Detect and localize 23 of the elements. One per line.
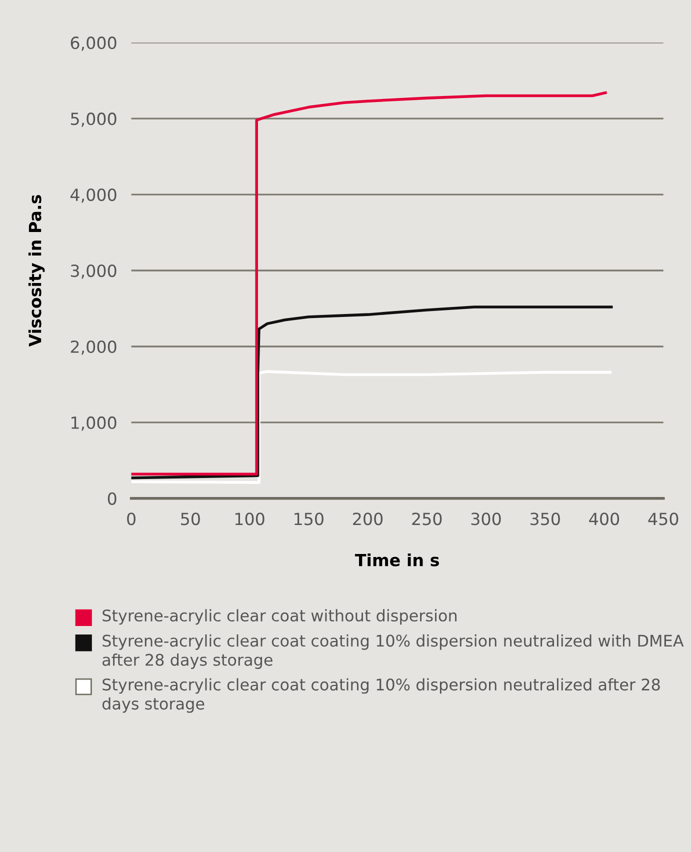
- x-tick-label: 400: [589, 512, 620, 526]
- x-tick-label: 250: [412, 512, 442, 526]
- y-axis-title: Viscosity in Pa.s: [28, 195, 45, 347]
- x-tick-label: 150: [294, 512, 324, 526]
- x-axis-title: Time in s: [354, 553, 439, 566]
- legend-label: Styrene-acrylic clear coat coating 10% dispersion neutralized with DMEA after 28 days storage: [102, 634, 684, 669]
- x-tick-label: 50: [181, 512, 200, 526]
- y-tick-label: 5,000: [70, 112, 116, 127]
- y-tick-label: 3,000: [70, 264, 116, 279]
- legend-label: Styrene-acrylic clear coat without dispersion: [102, 609, 457, 625]
- x-tick-label: 300: [471, 512, 501, 526]
- x-tick-label: 0: [127, 512, 136, 526]
- x-tick-label: 350: [530, 512, 560, 526]
- x-tick-label: 100: [235, 512, 264, 526]
- y-tick-label: 2,000: [70, 340, 116, 355]
- y-tick-label: 0: [108, 492, 116, 505]
- y-tick-label: 1,000: [72, 416, 116, 431]
- y-tick-label: 4,000: [70, 188, 116, 203]
- y-tick-label: 6,000: [70, 36, 116, 51]
- legend-label: Styrene-acrylic clear coat coating 10% dispersion neutralized after 28 days storage: [102, 678, 660, 713]
- line-series: [131, 91, 607, 476]
- x-tick-label: 200: [353, 512, 383, 526]
- x-tick-label: 450: [648, 512, 678, 526]
